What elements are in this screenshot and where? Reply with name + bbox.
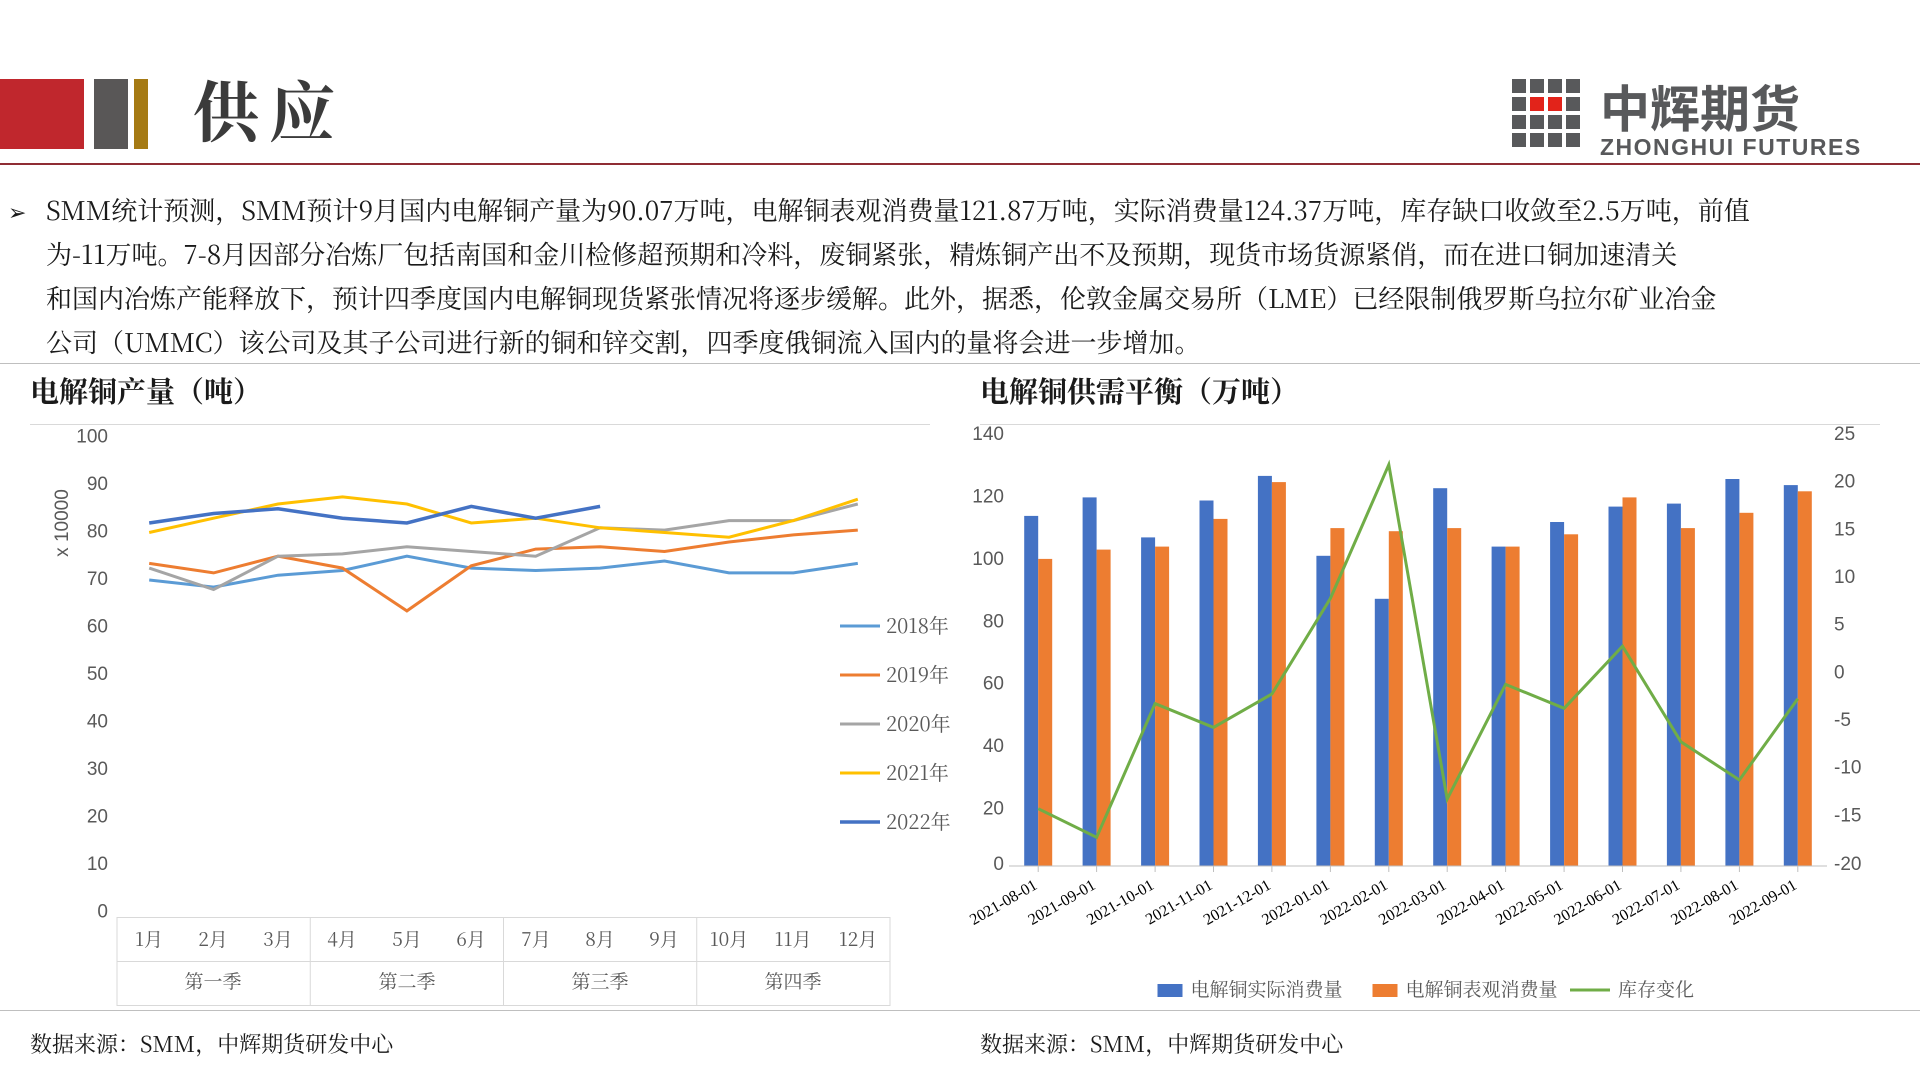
svg-text:x 10000: x 10000: [52, 489, 73, 557]
svg-text:10: 10: [1834, 567, 1855, 588]
svg-text:0: 0: [993, 854, 1004, 875]
svg-text:第一季: 第一季: [184, 967, 241, 994]
svg-text:第三季: 第三季: [571, 967, 628, 994]
svg-text:-15: -15: [1834, 805, 1861, 826]
svg-text:电解铜表观消费量: 电解铜表观消费量: [1406, 975, 1558, 1002]
svg-text:5: 5: [1834, 615, 1845, 636]
svg-text:60: 60: [87, 617, 108, 638]
svg-text:1月: 1月: [135, 925, 163, 952]
svg-text:0: 0: [97, 902, 108, 923]
svg-text:120: 120: [972, 486, 1004, 507]
svg-text:80: 80: [983, 611, 1004, 632]
svg-text:2月: 2月: [198, 925, 228, 952]
svg-text:3月: 3月: [263, 925, 293, 952]
svg-text:9月: 9月: [649, 925, 679, 952]
svg-text:11月: 11月: [775, 925, 812, 952]
svg-text:电解铜实际消费量: 电解铜实际消费量: [1191, 975, 1343, 1002]
svg-text:12月: 12月: [839, 925, 878, 952]
svg-text:-20: -20: [1834, 854, 1861, 875]
svg-text:8月: 8月: [585, 925, 615, 952]
svg-text:20: 20: [87, 807, 108, 828]
svg-text:5月: 5月: [392, 925, 422, 952]
svg-text:第二季: 第二季: [378, 967, 435, 994]
svg-text:2022年: 2022年: [886, 806, 951, 835]
svg-text:ZHONGHUI FUTURES: ZHONGHUI FUTURES: [1600, 134, 1862, 160]
svg-text:0: 0: [1834, 662, 1845, 683]
svg-text:库存变化: 库存变化: [1618, 975, 1694, 1002]
svg-text:100: 100: [972, 549, 1004, 570]
svg-text:7月: 7月: [521, 925, 550, 952]
svg-text:第四季: 第四季: [764, 967, 821, 994]
svg-text:40: 40: [983, 736, 1004, 757]
svg-text:2018年: 2018年: [886, 610, 949, 639]
svg-text:50: 50: [87, 664, 108, 685]
svg-text:2022-09-01: 2022-09-01: [1727, 877, 1800, 929]
svg-text:100: 100: [76, 427, 108, 448]
svg-text:6月: 6月: [456, 925, 486, 952]
svg-text:15: 15: [1834, 519, 1855, 540]
svg-text:40: 40: [87, 712, 108, 733]
svg-text:4月: 4月: [327, 925, 357, 952]
svg-text:2019年: 2019年: [886, 659, 949, 688]
svg-text:90: 90: [87, 474, 108, 495]
svg-text:2021年: 2021年: [886, 757, 949, 786]
svg-text:20: 20: [1834, 472, 1855, 493]
svg-text:30: 30: [87, 759, 108, 780]
svg-text:10: 10: [87, 854, 108, 875]
svg-text:80: 80: [87, 522, 108, 543]
svg-text:25: 25: [1834, 424, 1855, 445]
svg-text:70: 70: [87, 569, 108, 590]
svg-text:140: 140: [972, 424, 1004, 445]
svg-text:-10: -10: [1834, 758, 1861, 779]
svg-text:20: 20: [983, 799, 1004, 820]
svg-text:中辉期货: 中辉期货: [1600, 79, 1800, 142]
svg-text:60: 60: [983, 674, 1004, 695]
svg-text:10月: 10月: [710, 925, 749, 952]
svg-text:-5: -5: [1834, 710, 1851, 731]
svg-text:2020年: 2020年: [886, 708, 951, 737]
